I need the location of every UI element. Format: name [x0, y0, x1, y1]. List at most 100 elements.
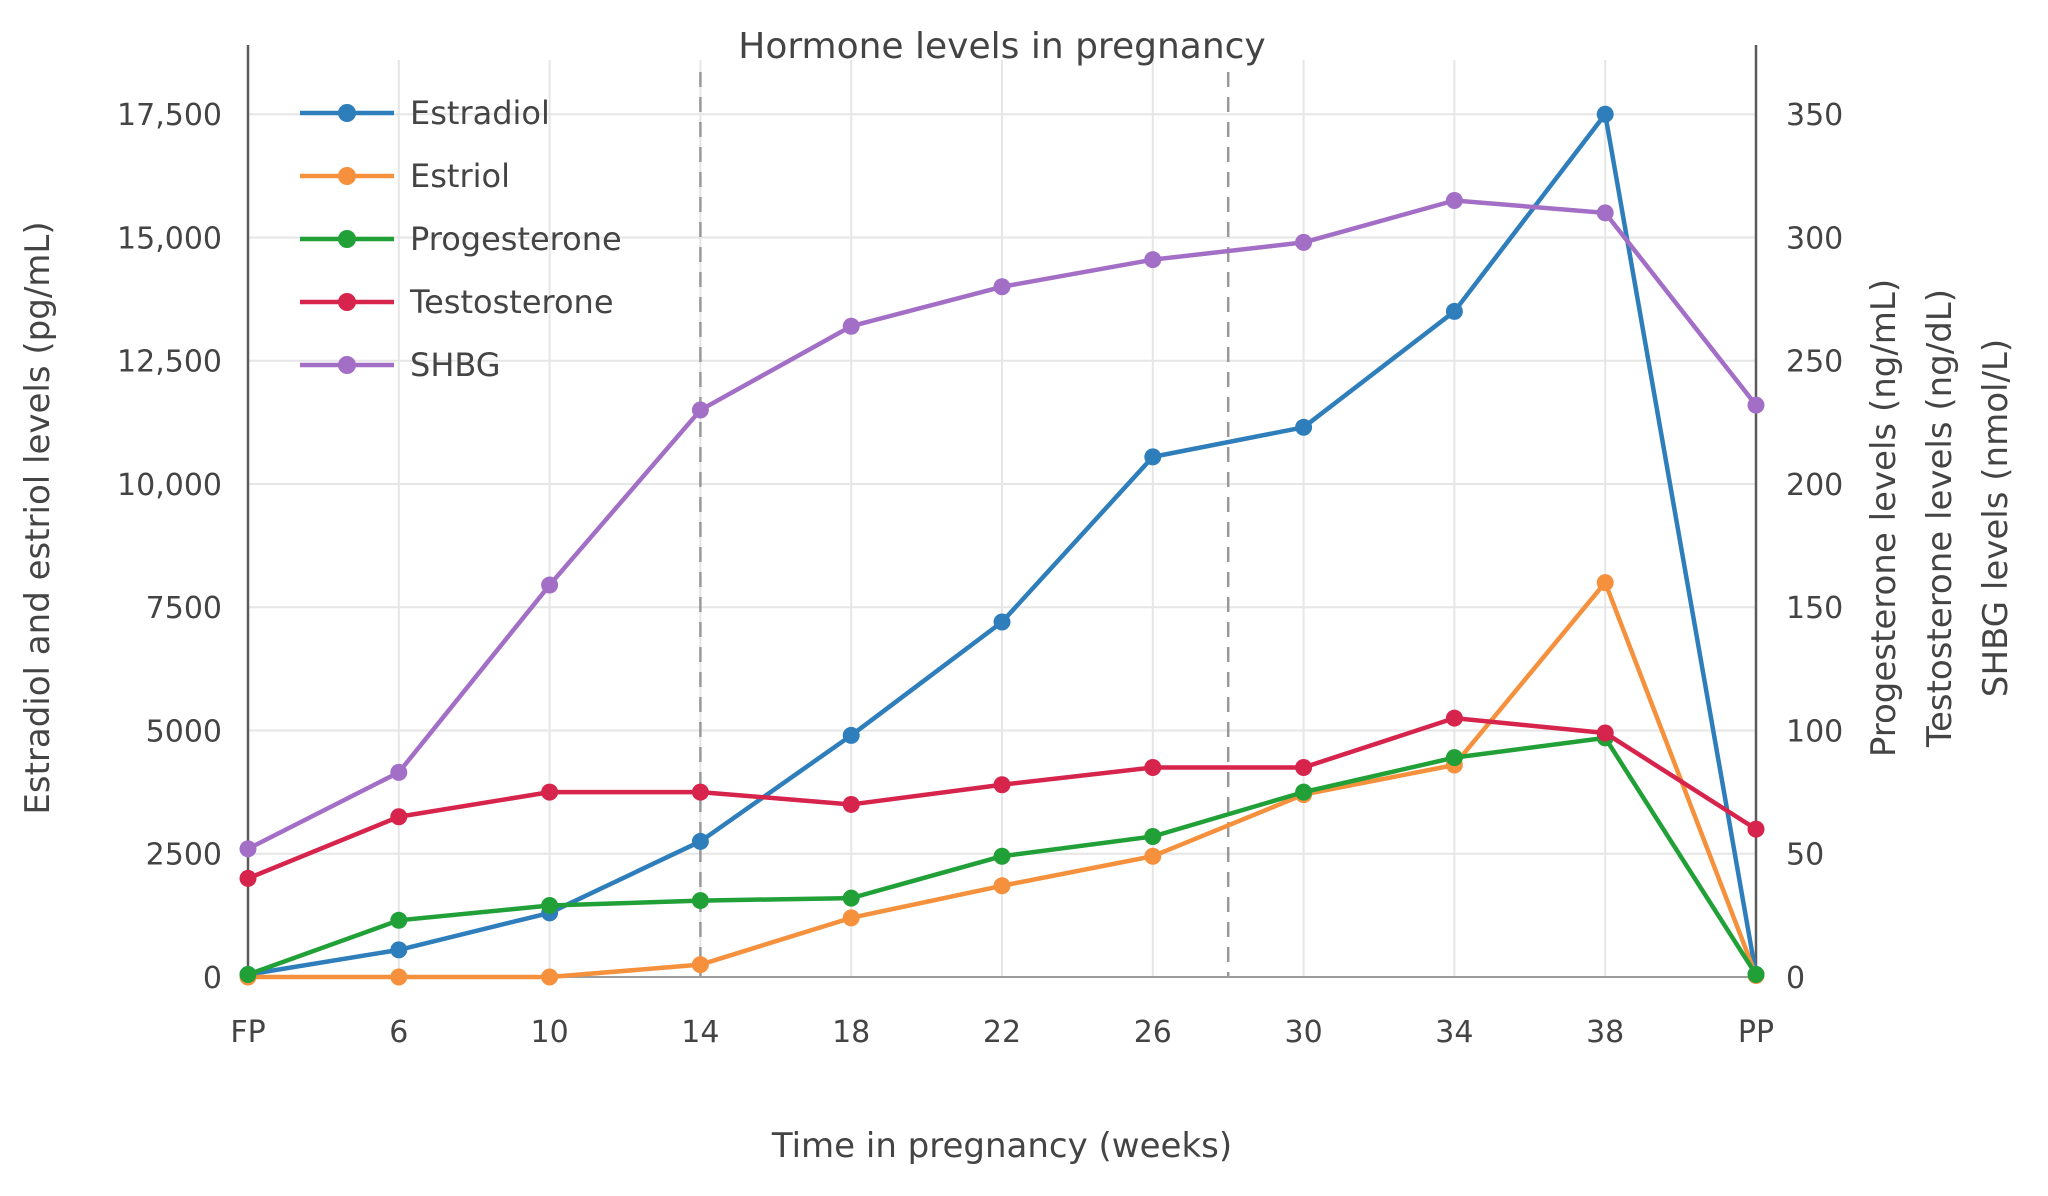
- legend-item-estradiol[interactable]: Estradiol: [300, 94, 550, 132]
- data-point-estradiol: [1295, 418, 1313, 436]
- y-right-tick-label: 100: [1786, 714, 1843, 749]
- x-tick-label: 26: [1134, 1015, 1172, 1050]
- y-left-tick-label: 10,000: [117, 468, 222, 503]
- y-right-tick-label: 350: [1786, 98, 1843, 133]
- x-tick-label: 14: [681, 1015, 719, 1050]
- data-point-estradiol: [1596, 105, 1614, 123]
- data-point-progesterone: [842, 889, 860, 907]
- data-point-testosterone: [691, 783, 709, 801]
- data-point-progesterone: [1747, 966, 1765, 984]
- y-axis-title-progesterone: Progesterone levels (ng/mL): [1864, 278, 1904, 758]
- data-point-progesterone: [541, 897, 559, 915]
- legend-marker-sample: [338, 356, 356, 374]
- legend-item-shbg[interactable]: SHBG: [300, 346, 501, 384]
- x-axis-title: Time in pregnancy (weeks): [771, 1126, 1233, 1166]
- y-left-tick-label: 15,000: [117, 221, 222, 256]
- legend-label: SHBG: [410, 346, 501, 384]
- y-left-tick-label: 0: [203, 961, 222, 996]
- data-point-shbg: [239, 840, 257, 858]
- y-right-tick-label: 150: [1786, 591, 1843, 626]
- x-tick-label: FP: [230, 1015, 265, 1050]
- data-point-estradiol: [691, 832, 709, 850]
- data-point-estradiol: [842, 726, 860, 744]
- data-point-testosterone: [1596, 724, 1614, 742]
- data-point-shbg: [1445, 192, 1463, 210]
- x-tick-label: 34: [1435, 1015, 1473, 1050]
- x-tick-label: 6: [389, 1015, 408, 1050]
- data-point-shbg: [541, 576, 559, 594]
- data-point-progesterone: [691, 892, 709, 910]
- data-point-estradiol: [1144, 448, 1162, 466]
- x-tick-label: 30: [1285, 1015, 1323, 1050]
- x-tick-label: 38: [1586, 1015, 1624, 1050]
- data-point-estriol: [541, 968, 559, 986]
- data-point-shbg: [1747, 396, 1765, 414]
- gridlines: [247, 60, 1757, 977]
- legend-marker-sample: [338, 293, 356, 311]
- data-point-shbg: [1144, 251, 1162, 269]
- data-point-testosterone: [390, 808, 408, 826]
- y-right-tick-label: 300: [1786, 221, 1843, 256]
- data-point-testosterone: [239, 869, 257, 887]
- data-point-testosterone: [842, 795, 860, 813]
- x-tick-label: PP: [1738, 1015, 1774, 1050]
- series-progesterone: [239, 729, 1765, 984]
- legend-label: Progesterone: [410, 220, 622, 258]
- legend-marker-sample: [338, 167, 356, 185]
- data-point-estriol: [993, 877, 1011, 895]
- data-point-estradiol: [993, 613, 1011, 631]
- legend-marker-sample: [338, 230, 356, 248]
- y-axis-title-testosterone: Testosterone levels (ng/dL): [1920, 288, 1960, 748]
- y-axis-title-shbg: SHBG levels (nmol/L): [1976, 338, 2016, 698]
- data-point-shbg: [691, 401, 709, 419]
- y-left-tick-label: 17,500: [117, 98, 222, 133]
- data-point-progesterone: [1445, 749, 1463, 767]
- data-point-progesterone: [239, 966, 257, 984]
- y-left-tick-label: 12,500: [117, 345, 222, 380]
- data-point-shbg: [390, 763, 408, 781]
- legend-item-estriol[interactable]: Estriol: [300, 157, 510, 195]
- data-point-estriol: [390, 968, 408, 986]
- y-right-tick-label: 250: [1786, 345, 1843, 380]
- data-point-testosterone: [1144, 758, 1162, 776]
- x-tick-label: 18: [832, 1015, 870, 1050]
- y-left-tick-label: 7500: [146, 591, 222, 626]
- series-shbg: [239, 192, 1765, 858]
- data-point-estriol: [1596, 574, 1614, 592]
- data-point-testosterone: [541, 783, 559, 801]
- y-left-tick-label: 5000: [146, 714, 222, 749]
- data-point-shbg: [1596, 204, 1614, 222]
- y-left-tick-label: 2500: [146, 838, 222, 873]
- legend-label: Estradiol: [410, 94, 550, 132]
- data-point-testosterone: [1445, 709, 1463, 727]
- data-point-estriol: [1144, 847, 1162, 865]
- legend-marker-sample: [338, 104, 356, 122]
- data-point-progesterone: [390, 911, 408, 929]
- chart-title: Hormone levels in pregnancy: [738, 26, 1266, 67]
- legend-label: Testosterone: [409, 283, 614, 321]
- y-right-tick-label: 200: [1786, 468, 1843, 503]
- data-point-shbg: [1295, 233, 1313, 251]
- data-point-estriol: [842, 909, 860, 927]
- legend-label: Estriol: [410, 157, 510, 195]
- legend: Estradiol Estriol Progesterone Testosterone…: [300, 94, 622, 384]
- data-point-progesterone: [1295, 783, 1313, 801]
- y-axis-title-left: Estradiol and estriol levels (pg/mL): [18, 221, 58, 815]
- data-point-estradiol: [1445, 302, 1463, 320]
- data-point-progesterone: [993, 847, 1011, 865]
- data-point-shbg: [993, 278, 1011, 296]
- data-point-testosterone: [1295, 758, 1313, 776]
- data-point-estriol: [691, 956, 709, 974]
- data-point-testosterone: [993, 776, 1011, 794]
- data-point-testosterone: [1747, 820, 1765, 838]
- legend-item-testosterone[interactable]: Testosterone: [300, 283, 614, 321]
- data-point-progesterone: [1144, 827, 1162, 845]
- y-right-tick-label: 50: [1786, 838, 1824, 873]
- y-right-tick-label: 0: [1786, 961, 1805, 996]
- x-tick-label: 10: [531, 1015, 569, 1050]
- data-point-shbg: [842, 317, 860, 335]
- data-point-estradiol: [390, 941, 408, 959]
- legend-item-progesterone[interactable]: Progesterone: [300, 220, 622, 258]
- x-tick-label: 22: [983, 1015, 1021, 1050]
